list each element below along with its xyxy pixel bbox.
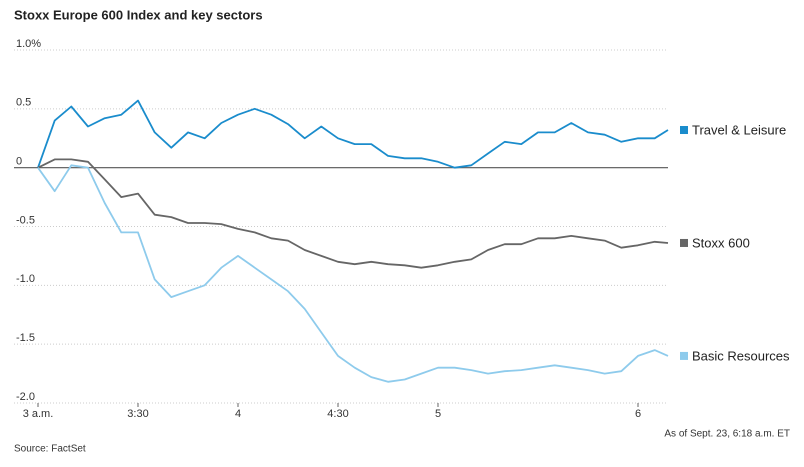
legend-swatch: [680, 238, 688, 247]
x-tick-label: 5: [435, 408, 441, 420]
y-tick-label: 1.0%: [16, 38, 41, 50]
legend-swatch: [680, 126, 688, 135]
y-tick-label: 0: [16, 156, 22, 168]
series-line: [37, 164, 669, 383]
chart-title: Stoxx Europe 600 Index and key sectors: [14, 7, 263, 22]
timestamp-note: As of Sept. 23, 6:18 a.m. ET: [664, 429, 790, 440]
x-tick-label: 3 a.m.: [23, 408, 54, 420]
legend-label: Stoxx 600: [692, 235, 750, 250]
source: Source: FactSet: [14, 444, 86, 455]
x-tick-label: 3:30: [127, 408, 148, 420]
legend-label: Travel & Leisure: [692, 122, 786, 137]
legend-swatch: [680, 351, 688, 360]
series-line: [37, 158, 669, 269]
y-tick-label: -2.0: [16, 391, 35, 403]
x-tick-label: 4:30: [327, 408, 348, 420]
y-tick-label: -0.5: [16, 214, 35, 226]
x-tick-label: 6: [635, 408, 641, 420]
series-line: [37, 99, 669, 169]
y-tick-label: -1.5: [16, 332, 35, 344]
legend-label: Basic Resources: [692, 348, 790, 363]
y-tick-label: 0.5: [16, 97, 31, 109]
y-tick-label: -1.0: [16, 273, 35, 285]
x-tick-label: 4: [235, 408, 241, 420]
